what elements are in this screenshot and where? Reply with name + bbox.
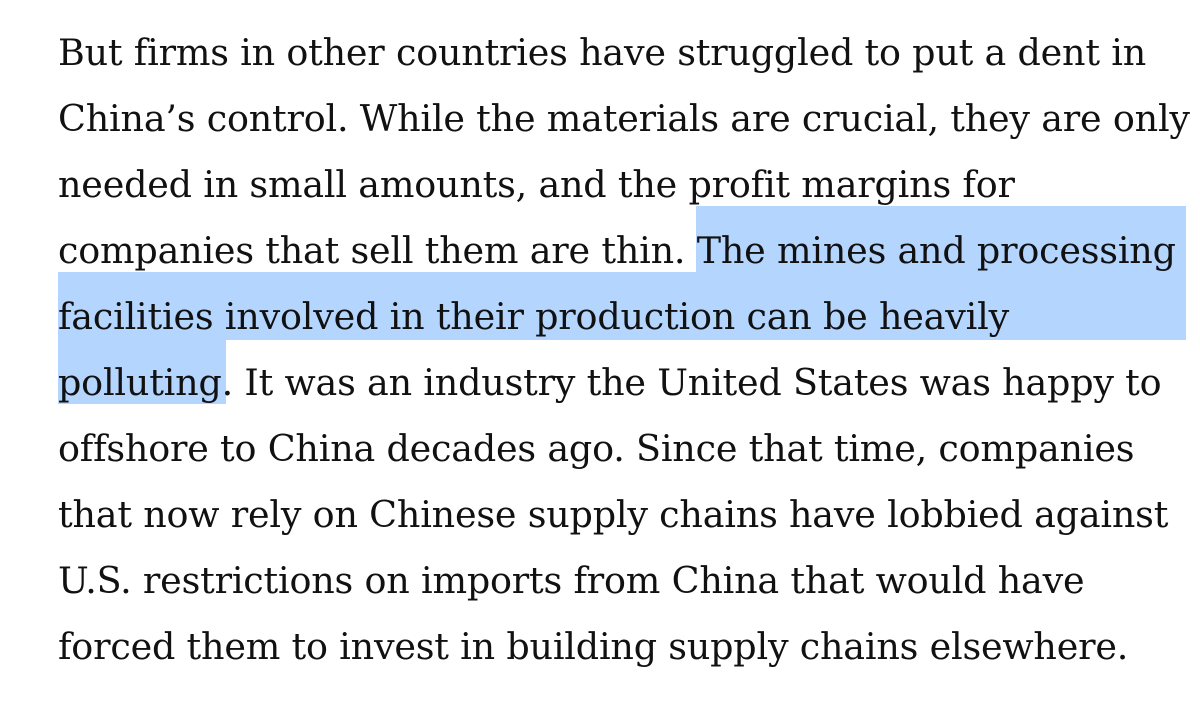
paragraph-line: But firms in other countries have strugg…	[58, 31, 1147, 74]
selected-text[interactable]: The mines and processing	[696, 229, 1176, 272]
selection-highlight	[58, 272, 1186, 340]
selected-text[interactable]: polluting	[58, 361, 222, 404]
unselected-text: . It was an industry the United States w…	[221, 361, 1162, 404]
paragraph-line: forced them to invest in building supply…	[58, 625, 1129, 668]
unselected-text: companies that sell them are thin.	[58, 229, 697, 272]
paragraph-line: companies that sell them are thin. The m…	[58, 232, 1176, 270]
paragraph-line: offshore to China decades ago. Since tha…	[58, 427, 1135, 470]
paragraph-line: U.S. restrictions on imports from China …	[58, 559, 1085, 602]
selection-highlight	[696, 206, 1186, 274]
selection-highlight	[58, 338, 226, 404]
paragraph-line: that now rely on Chinese supply chains h…	[58, 493, 1169, 536]
paragraph-line: polluting. It was an industry the United…	[58, 364, 1162, 402]
paragraph-line: China’s control. While the materials are…	[58, 97, 1190, 140]
paragraph-line: needed in small amounts, and the profit …	[58, 163, 1015, 206]
paragraph-line-selected[interactable]: facilities involved in their production …	[58, 295, 1009, 338]
